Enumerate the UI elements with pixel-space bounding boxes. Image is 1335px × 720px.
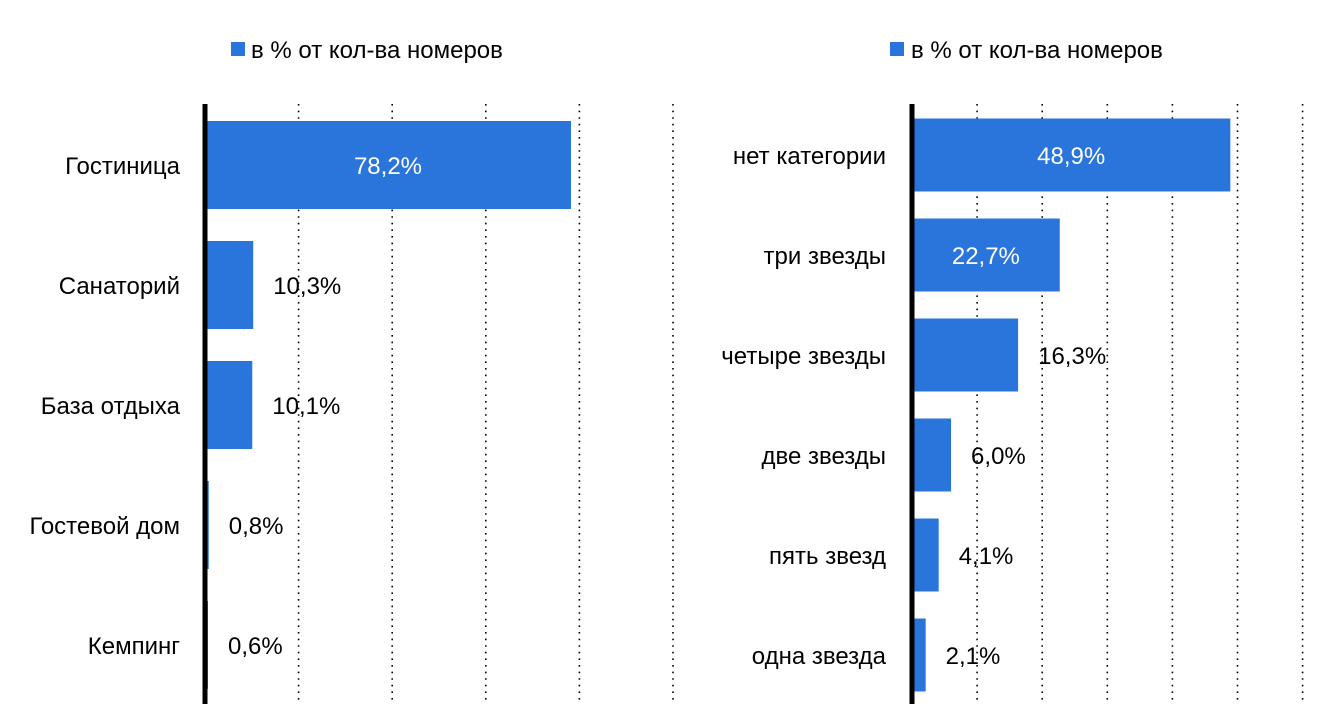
bar [912, 118, 1231, 192]
chart-2: в % от кол-ва номеров нет категории 48,9% т… [721, 37, 1304, 704]
legend-label: в % от кол-ва номеров [911, 37, 1163, 64]
category-label: четыре звезды [721, 343, 886, 370]
category-label: База отдыха [41, 393, 181, 420]
bar [912, 318, 1019, 392]
data-label: 16,3% [1038, 343, 1106, 370]
data-label: 48,9% [1037, 143, 1105, 170]
data-label: 6,0% [971, 443, 1026, 470]
category-label: Санаторий [59, 273, 180, 300]
category-label: Кемпинг [88, 633, 180, 660]
chart-1: в % от кол-ва номеров Гостиница 78,2% Санат… [29, 37, 674, 704]
category-label: Гостиница [65, 153, 181, 180]
data-label: 2,1% [946, 643, 1001, 670]
legend-swatch [890, 42, 904, 56]
data-label: 10,1% [272, 393, 340, 420]
category-label: одна звезда [752, 643, 887, 670]
data-label: 0,6% [228, 633, 283, 660]
bar [912, 218, 1060, 292]
bar [205, 361, 253, 449]
bar [205, 241, 254, 329]
data-label: 4,1% [959, 543, 1014, 570]
category-label: три звезды [764, 243, 886, 270]
legend: в % от кол-ва номеров [890, 37, 1163, 64]
bar [912, 418, 952, 492]
bar [912, 618, 926, 692]
legend-label: в % от кол-ва номеров [251, 37, 503, 64]
data-label: 10,3% [273, 273, 341, 300]
bar [912, 518, 939, 592]
category-label: нет категории [733, 143, 886, 170]
bar [205, 121, 571, 209]
data-label: 78,2% [354, 153, 422, 180]
category-label: пять звезд [769, 543, 886, 570]
category-label: Гостевой дом [29, 513, 180, 540]
data-label: 0,8% [229, 513, 284, 540]
data-label: 22,7% [952, 243, 1020, 270]
legend: в % от кол-ва номеров [231, 37, 503, 64]
category-label: две звезды [761, 443, 886, 470]
legend-swatch [231, 42, 245, 56]
